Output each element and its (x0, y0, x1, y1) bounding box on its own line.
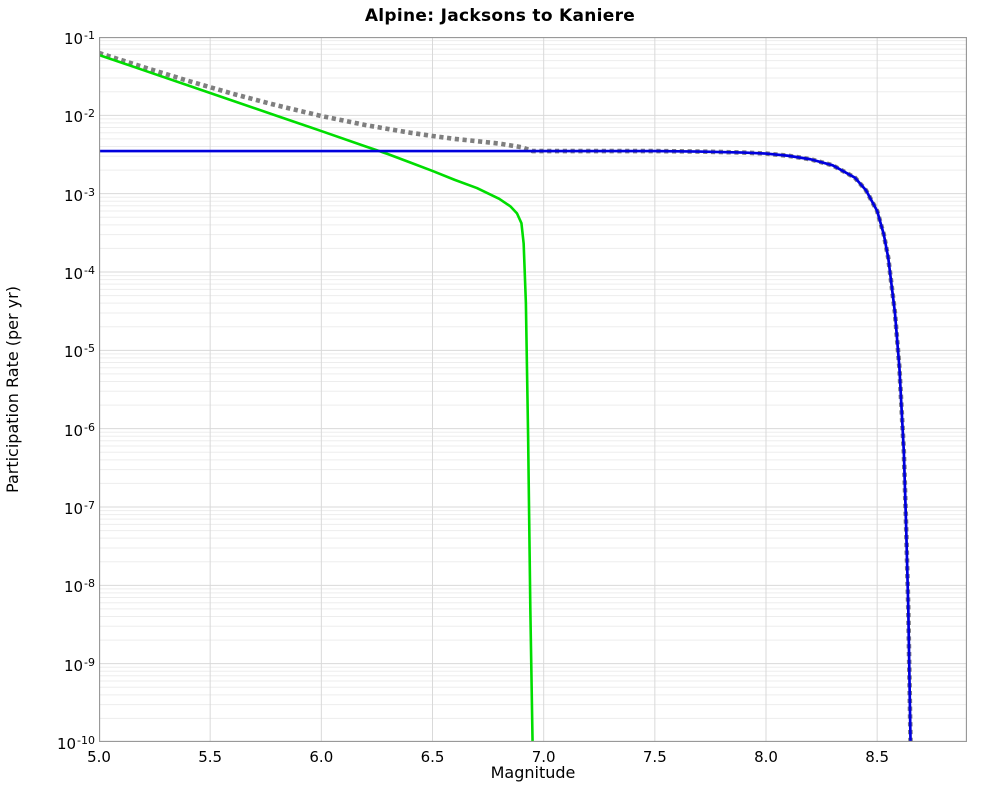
y-tick-label: 10-1 (63, 29, 95, 48)
x-axis-label: Magnitude (490, 763, 576, 782)
x-tick-label: 7.5 (642, 748, 667, 766)
x-tick-label: 5.0 (87, 748, 111, 766)
y-tick-label: 10-9 (63, 655, 95, 675)
x-tick-label: 8.5 (865, 748, 890, 766)
y-tick-label: 10-3 (63, 185, 95, 205)
plot-frame (99, 37, 967, 742)
plot-canvas (99, 37, 967, 742)
chart-title: Alpine: Jacksons to Kaniere (364, 6, 636, 26)
x-tick-label: 6.5 (420, 748, 445, 766)
plot-area (99, 37, 967, 742)
y-tick-label: 10-10 (56, 734, 95, 753)
y-tick-label: 10-6 (63, 420, 95, 440)
series-characteristic-branch (99, 149, 912, 742)
series-gutenberg-richter-branch (99, 53, 534, 742)
y-tick-label: 10-8 (63, 577, 95, 597)
y-tick-label: 10-4 (63, 264, 95, 283)
y-tick-label: 10-2 (63, 107, 95, 127)
x-tick-label: 5.5 (198, 748, 223, 766)
y-tick-label: 10-5 (63, 342, 95, 362)
x-tick-label: 6.0 (309, 748, 334, 766)
x-tick-label: 7.0 (531, 748, 556, 766)
y-axis-label: Participation Rate (per yr) (3, 286, 22, 493)
y-tick-label: 10-7 (63, 499, 95, 518)
x-tick-label: 8.0 (754, 748, 778, 766)
